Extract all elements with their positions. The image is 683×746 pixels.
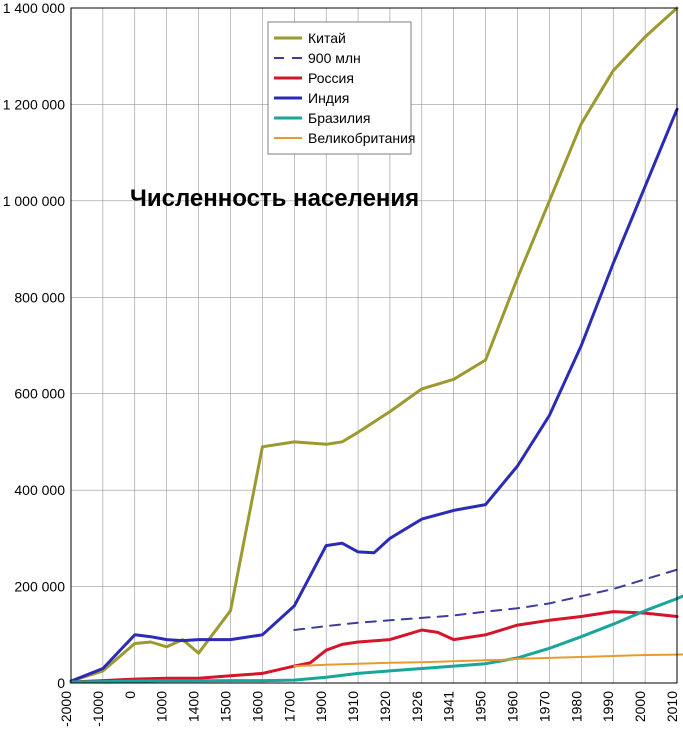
x-tick-label: -2000 — [58, 691, 74, 727]
x-tick-label: 1600 — [249, 691, 265, 722]
y-tick-label: 800 000 — [14, 289, 65, 305]
legend-label: Россия — [308, 70, 354, 86]
y-tick-label: 400 000 — [14, 482, 65, 498]
x-tick-label: 1500 — [217, 691, 233, 722]
legend-label: Великобритания — [308, 130, 416, 146]
legend-label: Бразилия — [308, 110, 370, 126]
x-tick-label: -1000 — [90, 691, 106, 727]
chart-svg: 0 200 000 400 000 600 000 800 000 1 000 000 1 … — [0, 0, 683, 746]
x-tick-label: 1910 — [345, 691, 361, 722]
x-tick-label: 2000 — [632, 691, 648, 722]
y-tick-label: 1 400 000 — [3, 0, 65, 16]
y-tick-label: 1 000 000 — [3, 193, 65, 209]
x-tick-label: 1970 — [536, 691, 552, 722]
x-tick-label: 0 — [122, 691, 138, 699]
legend-label: 900 млн — [308, 50, 361, 66]
x-tick-label: 1700 — [281, 691, 297, 722]
y-tick-label: 600 000 — [14, 386, 65, 402]
legend: Китай 900 млн Россия Индия Бразилия Великобри… — [268, 22, 416, 154]
x-tick-label: 2010 — [664, 691, 680, 722]
x-tick-label: 1926 — [409, 691, 425, 722]
x-tick-label: 1920 — [377, 691, 393, 722]
x-tick-label: 1900 — [313, 691, 329, 722]
x-tick-label: 1960 — [505, 691, 521, 722]
x-tick-label: 1950 — [473, 691, 489, 722]
x-tick-label: 1941 — [441, 691, 457, 722]
y-tick-label: 200 000 — [14, 579, 65, 595]
chart-title: Численность населения — [130, 185, 419, 212]
y-tick-label: 0 — [57, 675, 65, 691]
x-tick-label: 1990 — [600, 691, 616, 722]
legend-label: Индия — [308, 90, 349, 106]
x-tick-label: 1980 — [568, 691, 584, 722]
x-tick-label: 1000 — [154, 691, 170, 722]
x-tick-label: 1400 — [186, 691, 202, 722]
population-chart: 0 200 000 400 000 600 000 800 000 1 000 000 1 … — [0, 0, 683, 746]
legend-label: Китай — [308, 30, 346, 46]
y-tick-label: 1 200 000 — [3, 96, 65, 112]
